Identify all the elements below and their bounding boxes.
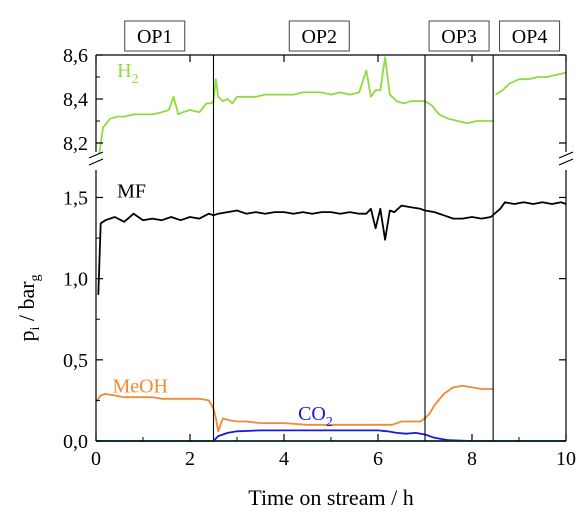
y-axis-title: pi / barg: [14, 274, 43, 341]
op-label-text: OP2: [301, 26, 337, 48]
op-label-op1: OP1: [125, 21, 185, 51]
op-label-op4: OP4: [500, 21, 560, 51]
series-label-h2: H2: [117, 60, 138, 87]
y-tick-label-lower: 1,5: [63, 187, 88, 209]
svg-text:pi / barg: pi / barg: [14, 274, 43, 341]
y-axis-title-unit: / bar: [14, 281, 39, 327]
series-label-co2: CO2: [298, 403, 333, 430]
x-tick-label: 10: [556, 448, 576, 470]
x-tick-label: 8: [467, 448, 477, 470]
x-tick-label: 6: [373, 448, 383, 470]
op-label-op3: OP3: [429, 21, 489, 51]
y-tick-label-upper: 8,2: [63, 133, 88, 155]
axis-break-left: [88, 152, 104, 169]
y-tick-label-upper: 8,4: [63, 89, 88, 111]
y-tick-label-upper: 8,6: [63, 45, 88, 67]
x-tick-label: 4: [279, 448, 289, 470]
y-axis-title-main: p: [14, 331, 39, 342]
op-label-op2: OP2: [289, 21, 349, 51]
series-line-mf: [98, 202, 566, 295]
y-axis-title-unit-sub: g: [28, 274, 43, 281]
series-label-meoh: MeOH: [112, 375, 168, 397]
series-labels: H2 MF MeOH CO2: [112, 60, 332, 430]
operating-point-dividers: [214, 55, 494, 441]
series-line-h2: [496, 73, 567, 95]
series-label-mf: MF: [117, 180, 146, 202]
op-label-text: OP3: [441, 26, 477, 48]
axis-break-right: [558, 152, 574, 169]
y-tick-label-lower: 0,5: [63, 350, 88, 372]
operating-point-labels: OP1 OP2 OP3 OP4: [125, 21, 560, 51]
y-tick-label-lower: 1,0: [63, 269, 88, 291]
y-tick-label-lower: 0,0: [63, 431, 88, 453]
x-tick-label: 0: [91, 448, 101, 470]
x-tick-label: 2: [185, 448, 195, 470]
op-label-text: OP1: [137, 26, 173, 48]
op-label-text: OP4: [512, 26, 548, 48]
series-line-h2: [98, 57, 493, 160]
x-axis-title: Time on stream / h: [248, 485, 413, 510]
